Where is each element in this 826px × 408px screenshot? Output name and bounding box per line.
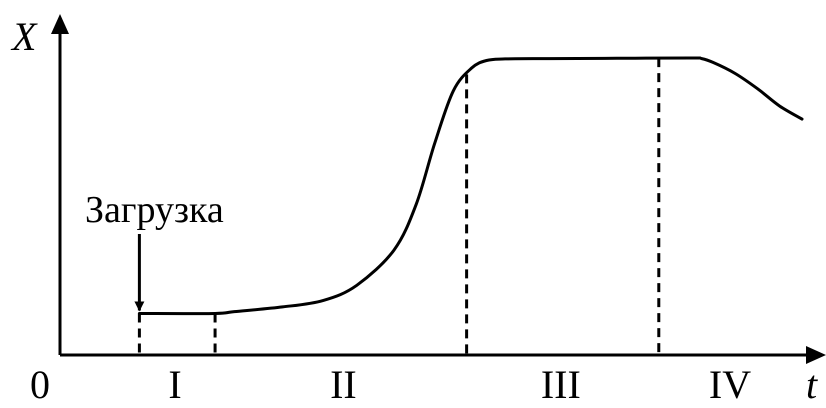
phase-label: IV	[709, 362, 751, 403]
origin-label: 0	[30, 362, 50, 403]
annotation-label: Загрузка	[85, 189, 224, 231]
phase-labels: I II III IV	[168, 362, 751, 407]
data-series-line	[137, 56, 804, 316]
phase-label: III	[541, 362, 581, 403]
y-axis-label: X	[10, 14, 38, 59]
x-axis-arrow-icon	[806, 346, 826, 364]
phase-label: II	[330, 362, 357, 403]
phase-label: I	[168, 362, 181, 403]
x-axis-label: t	[806, 362, 818, 403]
phase-boundaries	[137, 58, 661, 355]
y-axis-arrow-icon	[51, 14, 69, 34]
